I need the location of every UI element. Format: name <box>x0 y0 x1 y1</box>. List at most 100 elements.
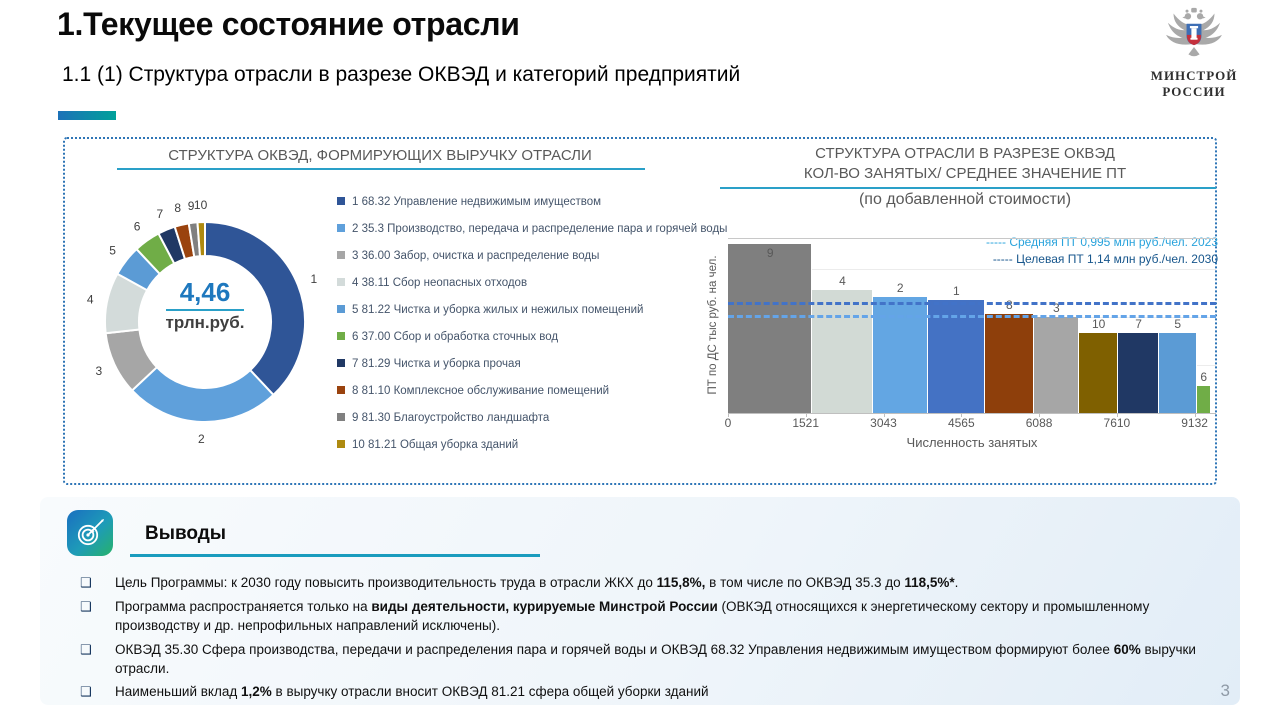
gridline <box>728 269 1216 271</box>
conclusion-text: 60% <box>1113 641 1141 657</box>
bar-5 <box>1158 333 1197 413</box>
conclusion-text: виды деятельности, курируемые Минстрой Р… <box>371 598 718 614</box>
donut-slice-number: 6 <box>134 220 141 234</box>
donut-legend-item: 4 38.11 Сбор неопасных отходов <box>337 277 727 289</box>
conclusion-item: ❑ Наименьший вклад 1,2% в выручку отрасли… <box>72 683 1218 702</box>
conclusion-text: выручки отрасли. <box>115 641 1196 676</box>
conclusion-text: . <box>954 575 959 590</box>
x-tick-label: 1521 <box>792 416 820 430</box>
conclusion-text: 118,5%* <box>904 575 955 590</box>
donut-title-underline <box>117 168 645 170</box>
donut-chart-title: СТРУКТУРА ОКВЭД, ФОРМИРУЮЩИХ ВЫРУЧКУ ОТР… <box>168 147 592 164</box>
conclusions-heading: Выводы <box>145 523 227 544</box>
bar-chart-title-line2: КОЛ-ВО ЗАНЯТЫХ/ СРЕДНЕЕ ЗНАЧЕНИЕ ПТ <box>803 165 1127 182</box>
donut-legend: 1 68.32 Управление недвижимым имуществом… <box>337 196 727 466</box>
x-tick-mark <box>1039 413 1041 417</box>
bar-1 <box>927 299 985 413</box>
donut-legend-item: 9 81.30 Благоустройство ландшафта <box>337 412 727 424</box>
legend-swatch <box>337 385 345 394</box>
x-tick-mark <box>1194 413 1196 417</box>
legend-label: 1 68.32 Управление недвижимым имуществом <box>352 196 602 208</box>
donut-legend-item: 1 68.32 Управление недвижимым имуществом <box>337 196 727 208</box>
bar-3 <box>1033 317 1080 413</box>
donut-slice-number: 7 <box>157 207 164 221</box>
bar-value-label: 10 <box>1092 317 1106 332</box>
donut-slice-1 <box>204 220 306 397</box>
donut-slice-number: 5 <box>109 243 116 257</box>
conclusion-item: ❑ ОКВЭД 35.30 Сфера производства, передач… <box>72 641 1218 679</box>
donut-center-value: 4,46 <box>165 277 245 311</box>
bar-value-label: 8 <box>1005 298 1013 313</box>
bar-7 <box>1118 333 1159 413</box>
legend-label: 3 36.00 Забор, очистка и распределение в… <box>352 250 600 262</box>
x-tick-label: 9132 <box>1181 416 1208 430</box>
legend-label: 2 35.3 Производство, передача и распреде… <box>352 223 728 235</box>
bar-value-label: 7 <box>1135 317 1142 332</box>
conclusion-item: ❑ Программа распространяется только на ви… <box>72 598 1218 636</box>
conclusion-text: 1,2% <box>240 684 272 700</box>
conclusion-text: в выручку отрасли вносит ОКВЭД 81.21 сфе… <box>271 684 709 700</box>
donut-legend-item: 5 81.22 Чистка и уборка жилых и нежилых … <box>337 304 727 316</box>
bar-value-label: 3 <box>1052 301 1060 315</box>
bar-chart-title-line3: (по добавленной стоимости) <box>858 191 1072 208</box>
ref-line-legend-target: ----- Целевая ПТ 1,14 млн руб./чел. 2030 <box>992 252 1218 266</box>
donut-slice-number: 4 <box>87 292 94 306</box>
conclusions-panel: Выводы ❑ Цель Программы: к 2030 году повы… <box>40 497 1240 705</box>
conclusion-text: Программа распространяется только на <box>115 598 372 614</box>
legend-label: 7 81.29 Чистка и уборка прочая <box>352 358 521 370</box>
donut-legend-item: 3 36.00 Забор, очистка и распределение в… <box>337 250 727 262</box>
page-subtitle: 1.1 (1) Структура отрасли в разрезе ОКВЭ… <box>62 63 741 86</box>
x-tick-label: 7610 <box>1103 416 1131 430</box>
ministry-logo: МИНСТРОЙ РОССИИ <box>1138 6 1250 101</box>
bar-chart-y-axis-title: ПТ по ДС тыс руб. на чел. <box>707 255 719 395</box>
bar-4 <box>812 290 873 413</box>
x-tick-label: 6088 <box>1025 416 1053 430</box>
donut-slice-number: 8 <box>174 201 181 215</box>
ref-line-average <box>728 315 1216 319</box>
bar-value-label: 5 <box>1174 317 1182 332</box>
bar-chart-plot: 9 4 2 1 8 3 10 7 5 6 <box>728 238 1216 414</box>
donut-center-label: 4,46 трлн.руб. <box>135 277 275 333</box>
legend-label: 5 81.22 Чистка и уборка жилых и нежилых … <box>352 304 644 316</box>
legend-swatch <box>337 223 345 232</box>
ministry-emblem-icon <box>1166 7 1222 57</box>
charts-panel: СТРУКТУРА ОКВЭД, ФОРМИРУЮЩИХ ВЫРУЧКУ ОТР… <box>63 137 1218 485</box>
bullet-marker-icon: ❑ <box>80 575 92 590</box>
bullet-marker-icon: ❑ <box>80 641 92 657</box>
conclusion-text: ОКВЭД 35.30 Сфера производства, передачи… <box>115 641 1114 657</box>
conclusion-text: в том числе по ОКВЭД 35.3 до <box>705 575 905 590</box>
bar-chart-title-line1: СТРУКТУРА ОТРАСЛИ В РАЗРЕЗЕ ОКВЭД <box>815 145 1115 162</box>
bar-title-underline <box>720 187 1216 189</box>
bar-6 <box>1196 386 1211 413</box>
donut-slice-number: 3 <box>95 364 102 378</box>
legend-swatch <box>337 277 345 286</box>
bar-8 <box>985 314 1034 413</box>
x-tick-mark <box>883 413 885 417</box>
x-tick-mark <box>1116 413 1118 417</box>
legend-swatch <box>337 358 345 367</box>
conclusion-text: (ОВКЭД относящихся к энергетическому сек… <box>115 598 1150 633</box>
conclusion-text: 115,8%, <box>656 575 706 590</box>
page-title: 1.Текущее состояние отрасли <box>57 6 520 42</box>
bar-value-label: 9 <box>766 245 774 260</box>
legend-label: 6 37.00 Сбор и обработка сточных вод <box>352 331 559 343</box>
donut-chart: 1 2 3 4 5 6 7 8 9 10 <box>87 198 318 446</box>
bar-chart-x-axis-title: Численность занятых <box>906 435 1038 450</box>
donut-slice-number: 10 <box>194 198 208 212</box>
bar-2 <box>872 296 928 413</box>
donut-legend-item: 8 81.10 Комплексное обслуживание помещен… <box>337 385 727 397</box>
donut-slice-number: 2 <box>198 432 205 446</box>
donut-legend-item: 2 35.3 Производство, передача и распреде… <box>337 223 727 235</box>
legend-swatch <box>337 196 345 205</box>
accent-bar <box>58 111 116 120</box>
logo-text-line2: РОССИИ <box>1162 84 1226 100</box>
donut-legend-item: 6 37.00 Сбор и обработка сточных вод <box>337 331 727 343</box>
donut-slice-2 <box>130 365 275 423</box>
legend-swatch <box>337 331 345 340</box>
bar-value-label: 1 <box>953 283 960 298</box>
donut-legend-item: 7 81.29 Чистка и уборка прочая <box>337 358 727 370</box>
bar-value-label: 2 <box>896 280 904 295</box>
legend-swatch <box>337 412 345 421</box>
bar-10 <box>1079 333 1119 413</box>
